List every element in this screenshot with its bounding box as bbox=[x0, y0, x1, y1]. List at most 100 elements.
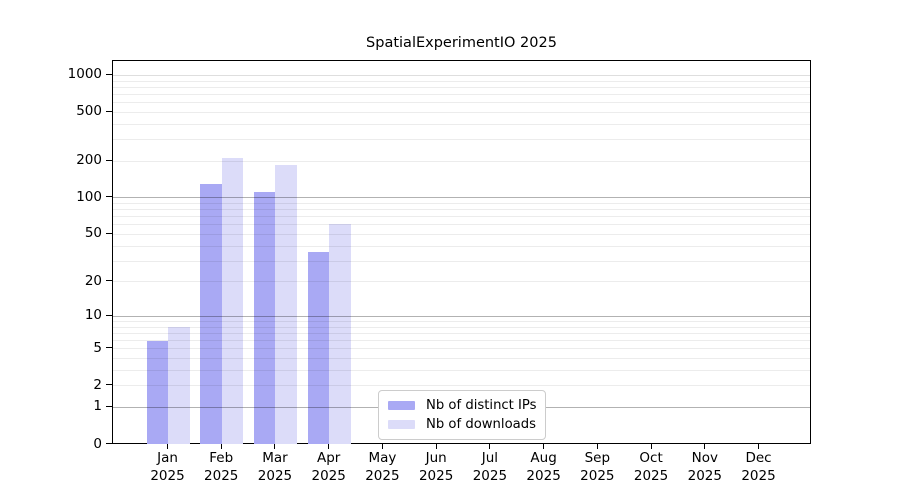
gridline-y-40 bbox=[113, 245, 810, 247]
gridline-y-600 bbox=[113, 102, 810, 104]
x-tick-year: 2025 bbox=[418, 467, 454, 484]
x-tick-label-mar: Mar 2025 bbox=[243, 450, 307, 485]
gridline-y-50 bbox=[113, 233, 810, 235]
x-tick-label-may: May 2025 bbox=[350, 450, 414, 485]
bar-distinct-ips-feb bbox=[200, 184, 222, 445]
x-tick-month: Nov bbox=[691, 450, 718, 466]
gridline-y-400 bbox=[113, 123, 810, 125]
x-tick-month: Jun bbox=[425, 450, 447, 466]
gridline-y-8 bbox=[113, 326, 810, 328]
x-tick-year: 2025 bbox=[472, 467, 508, 484]
x-tick-label-oct: Oct 2025 bbox=[619, 450, 683, 485]
x-tick-month: Dec bbox=[745, 450, 772, 466]
bar-distinct-ips-mar bbox=[253, 192, 276, 445]
bar-downloads-apr bbox=[329, 224, 351, 445]
x-tick-may bbox=[381, 444, 383, 449]
x-tick-jun bbox=[435, 444, 437, 449]
gridline-y-800 bbox=[113, 86, 810, 88]
x-tick-label-dec: Dec 2025 bbox=[727, 450, 791, 485]
x-tick-year: 2025 bbox=[204, 467, 239, 484]
x-tick-year: 2025 bbox=[311, 467, 346, 484]
y-tick-100 bbox=[106, 196, 112, 198]
x-tick-label-aug: Aug 2025 bbox=[512, 450, 576, 485]
bar-downloads-jan bbox=[168, 327, 190, 445]
plot-area bbox=[112, 60, 811, 445]
chart-legend: Nb of distinct IPs Nb of downloads bbox=[378, 390, 546, 440]
x-tick-label-jun: Jun 2025 bbox=[404, 450, 468, 485]
gridline-y-60 bbox=[113, 224, 810, 226]
x-tick-label-apr: Apr 2025 bbox=[297, 450, 361, 485]
chart-title: SpatialExperimentIO 2025 bbox=[366, 35, 557, 51]
gridline-y-500 bbox=[113, 111, 810, 113]
gridline-y-70 bbox=[113, 216, 810, 218]
legend-item-downloads: Nb of downloads bbox=[388, 415, 539, 434]
gridline-y-20 bbox=[113, 281, 810, 283]
x-tick-label-jul: Jul 2025 bbox=[458, 450, 522, 485]
y-tick-20 bbox=[106, 280, 112, 282]
gridline-y-90 bbox=[113, 203, 810, 205]
x-tick-dec bbox=[758, 444, 760, 449]
y-tick-label-100: 100 bbox=[76, 188, 102, 205]
x-tick-jan bbox=[167, 444, 168, 449]
x-tick-month: Aug bbox=[530, 450, 557, 466]
x-tick-month: Feb bbox=[209, 450, 234, 466]
x-tick-month: Oct bbox=[639, 450, 663, 466]
gridline-y-100 bbox=[113, 197, 810, 199]
bar-downloads-feb bbox=[221, 158, 244, 445]
gridline-y-10 bbox=[113, 315, 810, 317]
bars-layer bbox=[113, 61, 810, 445]
x-tick-apr bbox=[328, 444, 330, 449]
x-tick-label-jan: Jan 2025 bbox=[136, 450, 200, 485]
x-tick-sep bbox=[596, 444, 598, 449]
y-tick-5 bbox=[106, 347, 112, 349]
y-tick-50 bbox=[106, 232, 112, 234]
gridline-y-300 bbox=[113, 139, 810, 141]
x-tick-year: 2025 bbox=[580, 467, 615, 484]
x-tick-year: 2025 bbox=[150, 467, 185, 484]
x-tick-feb bbox=[220, 444, 222, 449]
bar-distinct-ips-jan bbox=[146, 340, 168, 445]
x-tick-jul bbox=[489, 444, 491, 449]
gridline-y-6 bbox=[113, 340, 810, 342]
x-tick-month: Sep bbox=[584, 450, 611, 466]
x-tick-year: 2025 bbox=[365, 467, 400, 484]
y-tick-label-5: 5 bbox=[93, 339, 102, 356]
grid-layer bbox=[113, 61, 810, 443]
legend-swatch-downloads bbox=[388, 419, 415, 430]
x-tick-label-feb: Feb 2025 bbox=[189, 450, 253, 485]
x-tick-label-sep: Sep 2025 bbox=[565, 450, 629, 485]
y-tick-label-200: 200 bbox=[76, 152, 102, 169]
x-tick-month: Apr bbox=[317, 450, 341, 466]
y-tick-10 bbox=[106, 314, 112, 316]
gridline-y-700 bbox=[113, 93, 810, 95]
gridline-y-2 bbox=[113, 385, 810, 387]
x-tick-year: 2025 bbox=[687, 467, 722, 484]
x-tick-month: Jan bbox=[157, 450, 178, 466]
y-tick-label-1000: 1000 bbox=[67, 66, 102, 83]
y-tick-label-1: 1 bbox=[93, 398, 102, 415]
legend-label-downloads: Nb of downloads bbox=[426, 417, 536, 432]
y-tick-label-2: 2 bbox=[93, 376, 102, 393]
y-tick-500 bbox=[106, 110, 112, 112]
x-tick-mar bbox=[274, 444, 276, 449]
x-tick-label-nov: Nov 2025 bbox=[673, 450, 737, 485]
x-tick-month: May bbox=[368, 450, 397, 466]
x-tick-oct bbox=[650, 444, 652, 449]
y-tick-label-0: 0 bbox=[93, 435, 102, 452]
gridline-y-200 bbox=[113, 160, 810, 162]
x-tick-nov bbox=[704, 444, 706, 449]
bar-downloads-mar bbox=[275, 165, 297, 445]
x-tick-year: 2025 bbox=[741, 467, 776, 484]
legend-swatch-distinct-ips bbox=[388, 400, 415, 411]
gridline-y-900 bbox=[113, 80, 810, 82]
gridline-y-3 bbox=[113, 369, 810, 371]
legend-item-distinct-ips: Nb of distinct IPs bbox=[388, 396, 539, 415]
x-tick-month: Mar bbox=[262, 450, 288, 466]
x-tick-aug bbox=[543, 444, 545, 449]
y-tick-0 bbox=[106, 443, 112, 444]
y-tick-1 bbox=[106, 405, 112, 407]
gridline-y-4 bbox=[113, 358, 810, 360]
x-tick-year: 2025 bbox=[633, 467, 669, 484]
y-tick-label-50: 50 bbox=[84, 225, 102, 242]
